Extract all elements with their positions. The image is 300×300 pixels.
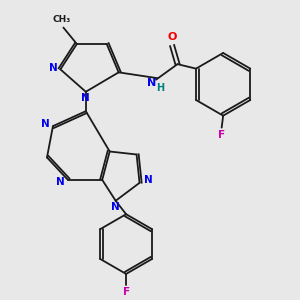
Text: N: N — [49, 63, 57, 73]
Text: CH₃: CH₃ — [53, 15, 71, 24]
Text: N: N — [111, 202, 120, 212]
Text: F: F — [122, 287, 130, 297]
Text: N: N — [147, 78, 156, 88]
Text: N: N — [143, 175, 152, 185]
Text: N: N — [41, 119, 50, 129]
Text: F: F — [218, 130, 225, 140]
Text: N: N — [56, 177, 65, 187]
Text: N: N — [81, 93, 90, 103]
Text: H: H — [156, 83, 164, 93]
Text: O: O — [167, 32, 177, 42]
